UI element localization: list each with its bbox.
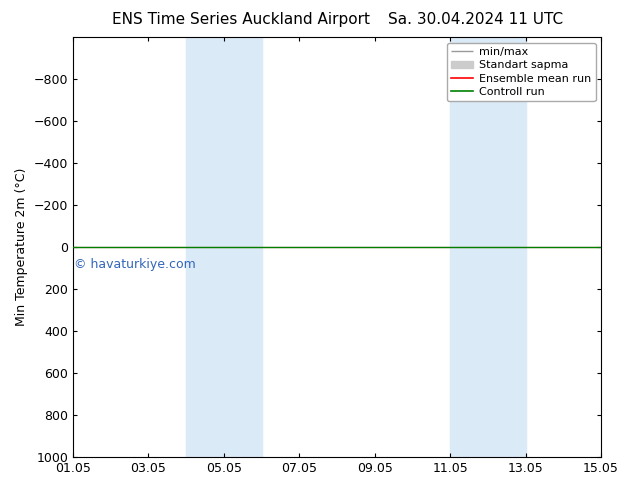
Text: © havaturkiye.com: © havaturkiye.com — [74, 258, 195, 270]
Y-axis label: Min Temperature 2m (°C): Min Temperature 2m (°C) — [15, 168, 28, 326]
Text: Sa. 30.04.2024 11 UTC: Sa. 30.04.2024 11 UTC — [388, 12, 563, 27]
Legend: min/max, Standart sapma, Ensemble mean run, Controll run: min/max, Standart sapma, Ensemble mean r… — [446, 43, 595, 101]
Bar — [450, 37, 526, 457]
Bar — [186, 37, 262, 457]
Text: ENS Time Series Auckland Airport: ENS Time Series Auckland Airport — [112, 12, 370, 27]
